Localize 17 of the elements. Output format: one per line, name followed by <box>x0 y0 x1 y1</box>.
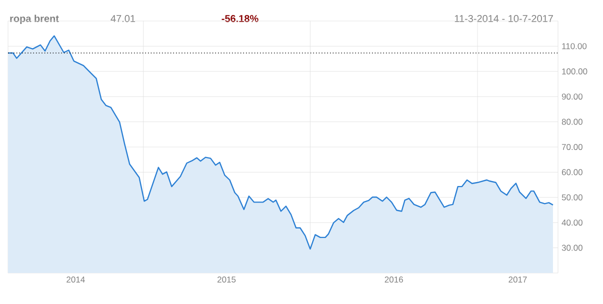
y-tick-label: 40.00 <box>562 220 582 226</box>
x-tick-label: 2014 <box>66 276 85 283</box>
y-tick-label: 100.00 <box>562 68 588 74</box>
y-tick-label: 30.00 <box>562 244 582 251</box>
chart-title: ropa brent <box>10 14 59 24</box>
annotation: 11-3-2014 - 10-7-2017 <box>454 15 553 22</box>
annotation: 47.01 <box>110 15 136 22</box>
x-tick-label: 2016 <box>384 276 403 283</box>
y-tick-label: 50.00 <box>562 194 582 200</box>
y-tick-label: 90.00 <box>562 94 582 100</box>
y-tick-label: 110.00 <box>562 43 587 50</box>
annotation: -56.18% <box>222 15 258 22</box>
y-tick-label: 70.00 <box>562 144 582 150</box>
x-tick-label: 2015 <box>218 276 236 283</box>
y-tick-label: 60.00 <box>562 169 582 176</box>
x-tick-label: 2017 <box>508 276 527 283</box>
y-tick-label: 80.00 <box>562 118 582 125</box>
